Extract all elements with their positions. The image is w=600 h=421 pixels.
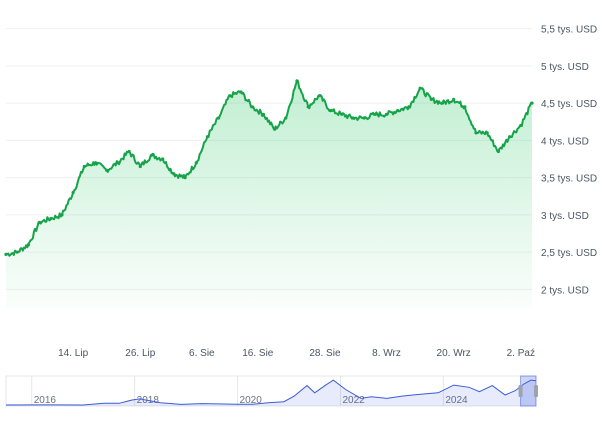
price-point — [172, 172, 176, 176]
x-tick-label: 28. Sie — [309, 348, 341, 359]
price-point — [340, 112, 344, 116]
price-point — [138, 164, 142, 169]
price-point — [82, 164, 86, 169]
y-axis: 2 tys. USD 2,5 tys. USD 3 tys. USD 3,5 tys.… — [541, 25, 597, 297]
price-series — [4, 79, 534, 308]
price-point — [60, 213, 64, 217]
navigator-line — [6, 379, 536, 406]
price-point — [351, 116, 355, 120]
y-tick-label: 4 tys. USD — [541, 136, 589, 147]
y-tick-label: 5,5 tys. USD — [541, 25, 597, 36]
price-point — [295, 79, 299, 83]
price-point — [485, 131, 489, 135]
price-point — [284, 116, 288, 120]
price-point — [508, 135, 512, 139]
y-tick-label: 2,5 tys. USD — [541, 248, 597, 259]
x-tick-label: 6. Sie — [189, 348, 215, 359]
x-axis: 14. Lip 26. Lip 6. Sie 16. Sie 28. Sie 8. Wrz… — [58, 348, 535, 359]
price-point — [496, 149, 500, 154]
range-navigator[interactable]: 2016 2018 2020 2022 2024 — [5, 375, 538, 407]
price-area — [6, 80, 532, 308]
price-point — [49, 217, 53, 221]
x-tick-label: 2. Paź — [507, 348, 535, 359]
price-point — [26, 243, 30, 247]
navigator-handle[interactable] — [534, 385, 538, 397]
y-tick-label: 4,5 tys. USD — [541, 99, 597, 110]
navigator-year-label: 2016 — [34, 395, 57, 406]
price-point — [15, 250, 19, 254]
navigator-year-label: 2022 — [342, 395, 365, 406]
price-point — [71, 190, 75, 195]
price-point — [418, 86, 422, 90]
navigator-year-label: 2024 — [445, 395, 468, 406]
price-point — [161, 157, 165, 161]
x-tick-label: 8. Wrz — [372, 348, 401, 359]
price-point — [261, 112, 265, 116]
y-tick-label: 3,5 tys. USD — [541, 174, 597, 185]
navigator-year-label: 2020 — [240, 395, 263, 406]
price-point — [452, 97, 456, 101]
price-point — [306, 105, 310, 109]
y-tick-label: 2 tys. USD — [541, 285, 589, 296]
y-tick-label: 3 tys. USD — [541, 211, 589, 222]
price-point — [463, 105, 467, 109]
price-point — [396, 109, 400, 113]
price-line — [5, 79, 532, 257]
price-point — [329, 109, 333, 113]
price-point — [127, 149, 131, 154]
x-tick-label: 26. Lip — [125, 348, 155, 359]
price-point — [273, 127, 277, 131]
price-point — [474, 131, 478, 135]
price-point — [105, 168, 109, 172]
price-point — [93, 161, 98, 165]
price-point — [217, 116, 221, 120]
navigator-selection[interactable] — [520, 375, 537, 407]
price-point — [429, 97, 433, 101]
price-point — [183, 176, 187, 180]
price-point — [317, 94, 321, 98]
price-point — [373, 112, 377, 116]
price-point — [384, 112, 389, 116]
price-point — [362, 116, 366, 120]
price-point — [440, 101, 445, 105]
price-point — [205, 135, 209, 139]
x-tick-label: 14. Lip — [58, 348, 88, 359]
price-point — [239, 90, 243, 94]
price-point — [4, 252, 8, 256]
price-point — [407, 105, 411, 109]
y-tick-label: 5 tys. USD — [541, 62, 589, 73]
price-point — [530, 101, 534, 105]
x-tick-label: 16. Sie — [242, 348, 274, 359]
price-point — [519, 123, 523, 128]
navigator-handle[interactable] — [518, 385, 523, 397]
price-point — [149, 153, 154, 157]
price-point — [38, 220, 42, 224]
price-point — [194, 161, 198, 165]
price-point — [228, 94, 232, 98]
price-point — [116, 161, 120, 165]
x-tick-label: 20. Wrz — [437, 348, 471, 359]
price-point — [250, 105, 254, 109]
